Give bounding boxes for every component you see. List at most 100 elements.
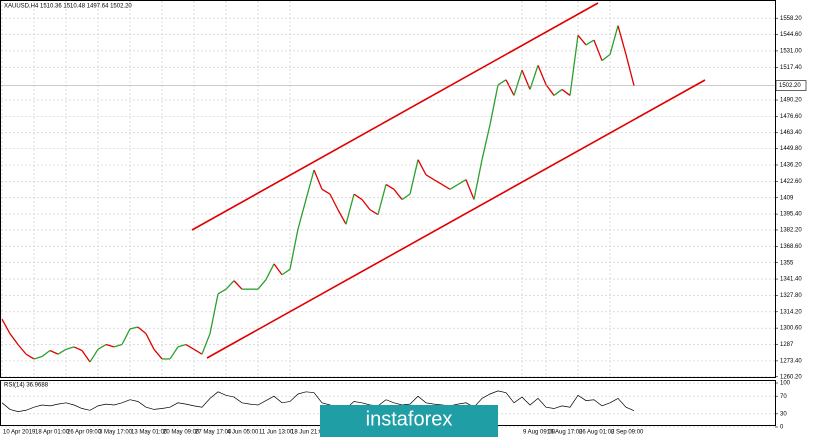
price-segment	[305, 169, 315, 200]
y-tick-label: 1395.40	[780, 212, 802, 218]
y-tick-label: 1300.60	[780, 326, 802, 332]
price-segment	[89, 348, 99, 363]
price-segment	[369, 209, 379, 216]
price-segment	[409, 159, 419, 195]
price-segment	[193, 348, 203, 355]
x-tick-label: 13 May 01:00	[131, 430, 168, 436]
price-segment	[361, 199, 371, 211]
x-tick-label: 18 Apr 01:00	[35, 430, 70, 436]
price-segment	[345, 193, 355, 225]
price-segment	[489, 84, 499, 125]
x-tick-label: 26 Aug 01:00	[579, 430, 615, 436]
price-segment	[41, 350, 51, 358]
price-segment	[593, 39, 603, 61]
price-segment	[217, 288, 227, 295]
rsi-title: RSI(14) 36.9688	[4, 383, 49, 389]
price-segment	[81, 350, 91, 363]
price-segment	[97, 343, 107, 350]
price-segment	[513, 69, 523, 96]
x-tick-label: 4 Jun 05:00	[227, 430, 259, 436]
current-price-box	[775, 80, 807, 91]
price-segment	[505, 79, 515, 96]
x-tick-label: 27 May 17:00	[195, 430, 232, 436]
y-tick-label: 1558.20	[780, 16, 802, 22]
price-segment	[233, 280, 243, 290]
price-segment	[1, 318, 11, 334]
watermark-box	[320, 405, 498, 437]
price-segment	[313, 169, 323, 190]
y-tick-label: 1314.20	[780, 309, 802, 315]
price-segment	[601, 54, 611, 62]
chart-title: XAUUSD,H4 1510.36 1510.48 1497.64 1502.2…	[4, 4, 132, 10]
price-segment	[617, 25, 627, 55]
price-segment	[337, 209, 347, 225]
price-segment	[553, 88, 563, 96]
price-segment	[129, 326, 139, 330]
watermark: instaforex	[366, 408, 453, 430]
price-segment	[65, 346, 75, 350]
price-segment	[153, 348, 163, 360]
y-tick-label: 1355	[780, 260, 794, 266]
price-segment	[73, 346, 83, 352]
price-segment	[105, 343, 115, 348]
channel-upper	[191, 2, 599, 231]
y-tick-label: 1463.40	[780, 130, 802, 136]
price-segment	[17, 344, 27, 355]
x-tick-label: 16 Aug 17:00	[547, 430, 583, 436]
y-tick-label: 1341.40	[780, 277, 802, 283]
x-tick-label: 10 Apr 2019	[3, 430, 36, 436]
x-tick-label: 20 May 09:00	[163, 430, 200, 436]
price-segment	[497, 79, 507, 86]
x-tick-label: 9 Aug 09:00	[523, 430, 556, 436]
price-segment	[521, 69, 531, 90]
y-tick-label: 1382.20	[780, 228, 802, 234]
price-segment	[209, 293, 219, 334]
price-segment	[577, 34, 587, 46]
y-tick-label: 0	[780, 425, 784, 431]
y-tick-label: 1517.40	[780, 65, 802, 71]
price-segment	[297, 199, 307, 230]
price-segment	[169, 346, 179, 360]
price-segment	[289, 228, 299, 270]
y-tick-label: 1531.00	[780, 49, 802, 55]
price-segment	[257, 279, 267, 290]
price-segment	[265, 263, 275, 280]
y-tick-label: 1476.60	[780, 114, 802, 120]
price-segment	[9, 333, 19, 345]
price-segment	[465, 179, 475, 200]
price-segment	[121, 328, 131, 345]
channel-lower	[206, 79, 706, 359]
price-segment	[393, 188, 403, 200]
price-segment	[33, 355, 43, 360]
y-tick-label: 1422.60	[780, 179, 802, 185]
price-segment	[433, 179, 443, 186]
y-tick-label: 1436.20	[780, 163, 802, 169]
y-tick-label: 1287	[780, 342, 794, 348]
price-segment	[401, 193, 411, 201]
rsi-line	[1, 390, 635, 412]
price-segment	[201, 333, 211, 355]
price-segment	[441, 183, 451, 190]
price-segment	[417, 159, 427, 176]
price-segment	[473, 159, 483, 200]
price-segment	[329, 193, 339, 211]
price-segment	[625, 54, 635, 86]
price-segment	[585, 39, 595, 46]
price-segment	[609, 25, 619, 55]
price-segment	[25, 353, 35, 360]
price-segment	[185, 343, 195, 350]
price-segment	[281, 268, 291, 276]
y-tick-label: 1490.20	[780, 98, 802, 104]
price-segment	[137, 326, 147, 335]
price-segment	[537, 65, 547, 85]
price-segment	[545, 84, 555, 96]
price-segment	[57, 348, 67, 355]
price-frame	[0, 0, 776, 378]
price-segment	[561, 88, 571, 96]
y-tick-label: 70	[780, 394, 787, 400]
y-tick-label: 1327.80	[780, 293, 802, 299]
x-tick-label: 26 Apr 09:00	[67, 430, 102, 436]
x-tick-label: 3 May 17:00	[99, 430, 133, 436]
current-price-label: 1502.20	[779, 83, 801, 89]
